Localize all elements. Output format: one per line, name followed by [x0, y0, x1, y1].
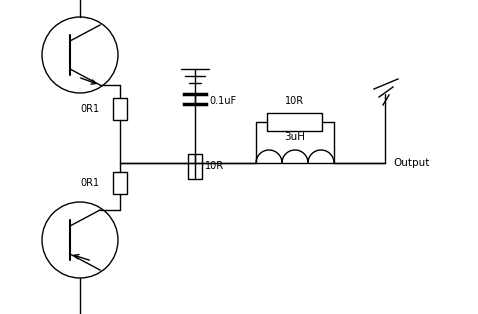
Text: 10R: 10R: [285, 96, 304, 106]
Text: 0R1: 0R1: [81, 104, 100, 114]
Text: 10R: 10R: [205, 161, 224, 171]
Text: 0.1uF: 0.1uF: [209, 96, 236, 106]
Text: 3uH: 3uH: [284, 132, 305, 142]
Bar: [113, 98, 127, 120]
Text: 0R1: 0R1: [81, 178, 100, 188]
Bar: [188, 154, 202, 178]
Bar: [268, 113, 323, 131]
Bar: [113, 172, 127, 194]
Text: Output: Output: [393, 158, 429, 168]
